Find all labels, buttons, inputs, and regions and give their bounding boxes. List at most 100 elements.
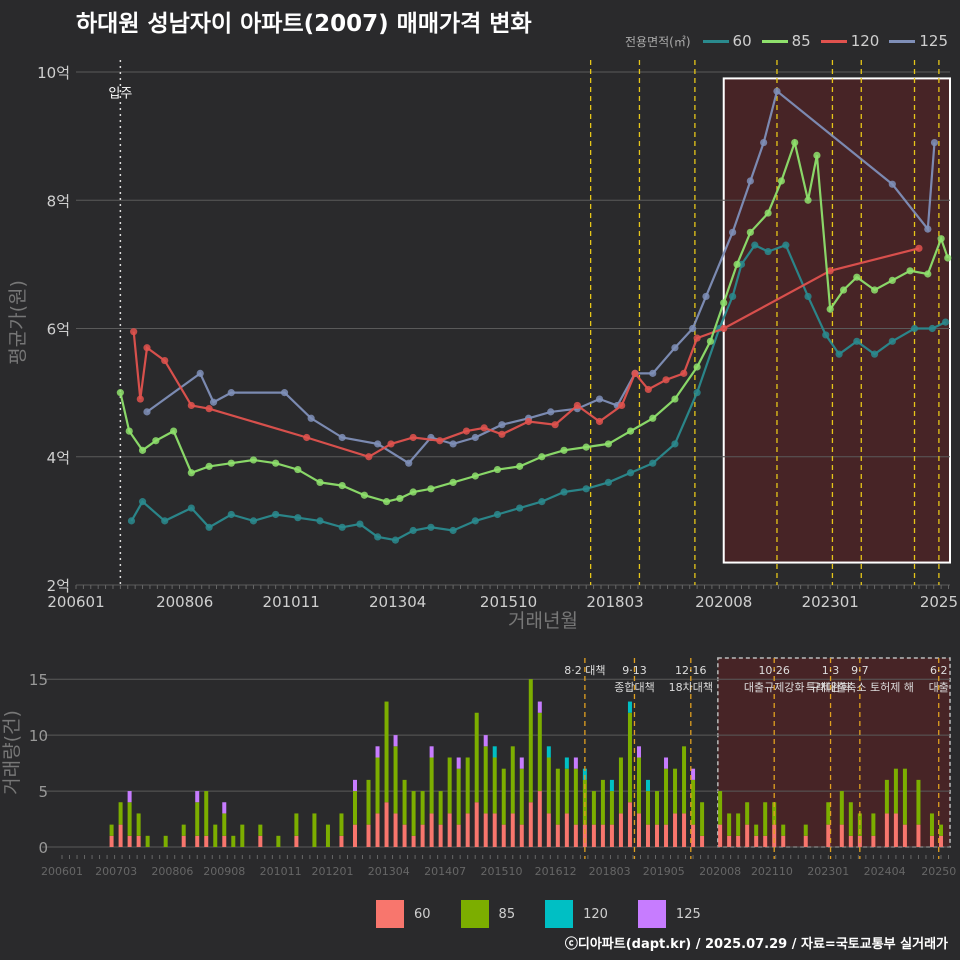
volume-bar-85 [718,791,723,825]
x-tick-label: 202301 [802,593,859,611]
volume-bar-85 [375,757,380,814]
volume-bar-85 [745,802,750,825]
x-tick-label: 2025 [920,593,958,611]
data-point-120 [161,356,169,365]
volume-bar-85 [195,802,200,836]
data-point-85 [888,276,896,285]
data-point-120 [187,401,195,410]
volume-bar-60 [884,813,889,847]
x-tick-label: 201011 [263,593,320,611]
volume-bar-85 [366,779,371,825]
volume-x-tick-label: 201011 [260,865,302,878]
volume-bar-85 [339,813,344,836]
data-point-60 [804,292,812,301]
data-point-85 [733,260,741,268]
volume-bar-60 [136,835,141,847]
data-point-125 [760,138,768,147]
data-point-120 [143,344,151,352]
data-point-60 [910,324,919,333]
volume-bar-85 [231,835,236,847]
volume-bar-125 [636,746,641,758]
data-point-60 [822,331,830,339]
volume-bar-85 [109,824,114,836]
volume-bar-85 [127,802,132,836]
volume-bar-85 [204,791,209,836]
data-point-85 [449,478,457,486]
volume-bar-60 [352,824,357,847]
data-point-125 [746,177,754,185]
volume-bar-85 [754,824,759,836]
data-point-125 [471,433,479,442]
volume-bar-60 [645,824,650,847]
data-point-85 [706,337,715,345]
legend-item-85: 85 [758,32,815,50]
volume-y-tick-label: 5 [38,783,48,801]
volume-bar-85 [474,712,479,803]
volume-bar-120 [546,746,551,758]
volume-legend-120: 120 [545,900,608,928]
volume-bar-60 [118,824,123,847]
data-point-125 [595,395,604,403]
volume-bar-60 [528,802,533,847]
volume-bar-60 [893,813,898,847]
data-point-85 [826,305,834,313]
y-tick-label: 8억 [47,192,70,210]
volume-bar-60 [366,824,371,847]
footer-credit: ⓒ디아파트(dapt.kr) / 2025.07.29 / 자료=국토교통부 실… [564,937,948,952]
data-point-60 [928,324,936,333]
volume-y-tick-label: 10 [29,727,48,745]
volume-bar-60 [195,835,200,847]
data-point-85 [582,443,590,451]
x-tick-label: 200806 [156,593,213,611]
volume-bar-60 [429,813,434,847]
volume-bar-85 [136,813,141,836]
x-tick-label: 200601 [47,593,104,611]
volume-bar-60 [546,813,551,847]
data-point-60 [294,514,302,522]
data-point-85 [227,459,235,467]
volume-bar-60 [375,813,380,847]
volume-bar-85 [393,746,398,814]
event-desc-label: 종합대책 [614,681,654,694]
volume-bar-85 [352,791,357,825]
data-point-60 [138,498,147,506]
data-point-60 [374,533,382,541]
volume-x-tick-label: 201407 [424,865,466,878]
data-point-85 [125,427,133,435]
data-point-85 [205,462,213,470]
y-tick-label: 4억 [47,449,70,467]
data-point-85 [924,270,932,278]
data-point-60 [391,536,400,544]
volume-bar-85 [213,824,218,847]
event-date-label: 9·7 [851,664,869,677]
data-point-60 [427,523,435,531]
data-point-85 [471,472,479,480]
data-point-120 [720,324,728,333]
legend-title: 전용면적(㎡) [625,34,691,49]
volume-bar-60 [718,824,723,847]
data-point-120 [551,421,559,429]
volume-bar-85 [501,768,506,825]
data-point-85 [777,177,786,185]
volume-bar-85 [447,757,452,814]
volume-x-tick-label: 201510 [480,865,522,878]
volume-x-tick-label: 201201 [311,865,353,878]
volume-bar-125 [691,768,696,780]
data-point-125 [209,398,218,406]
volume-bar-85 [555,768,560,825]
volume-bar-125 [222,802,227,814]
data-point-60 [338,523,346,531]
data-point-60 [227,510,235,519]
data-point-125 [689,324,697,333]
x-axis-title: 거래년월 [508,610,578,632]
event-desc-label: 대출규제강화 [744,681,805,694]
volume-x-tick-label: 200806 [151,865,193,878]
volume-bar-60 [204,835,209,847]
data-point-120 [680,369,688,377]
volume-bar-60 [600,824,605,847]
volume-x-tick-label: 200908 [203,865,245,878]
data-point-60 [493,510,502,519]
data-point-85 [839,286,848,294]
data-point-85 [382,498,391,506]
data-point-125 [227,389,235,397]
